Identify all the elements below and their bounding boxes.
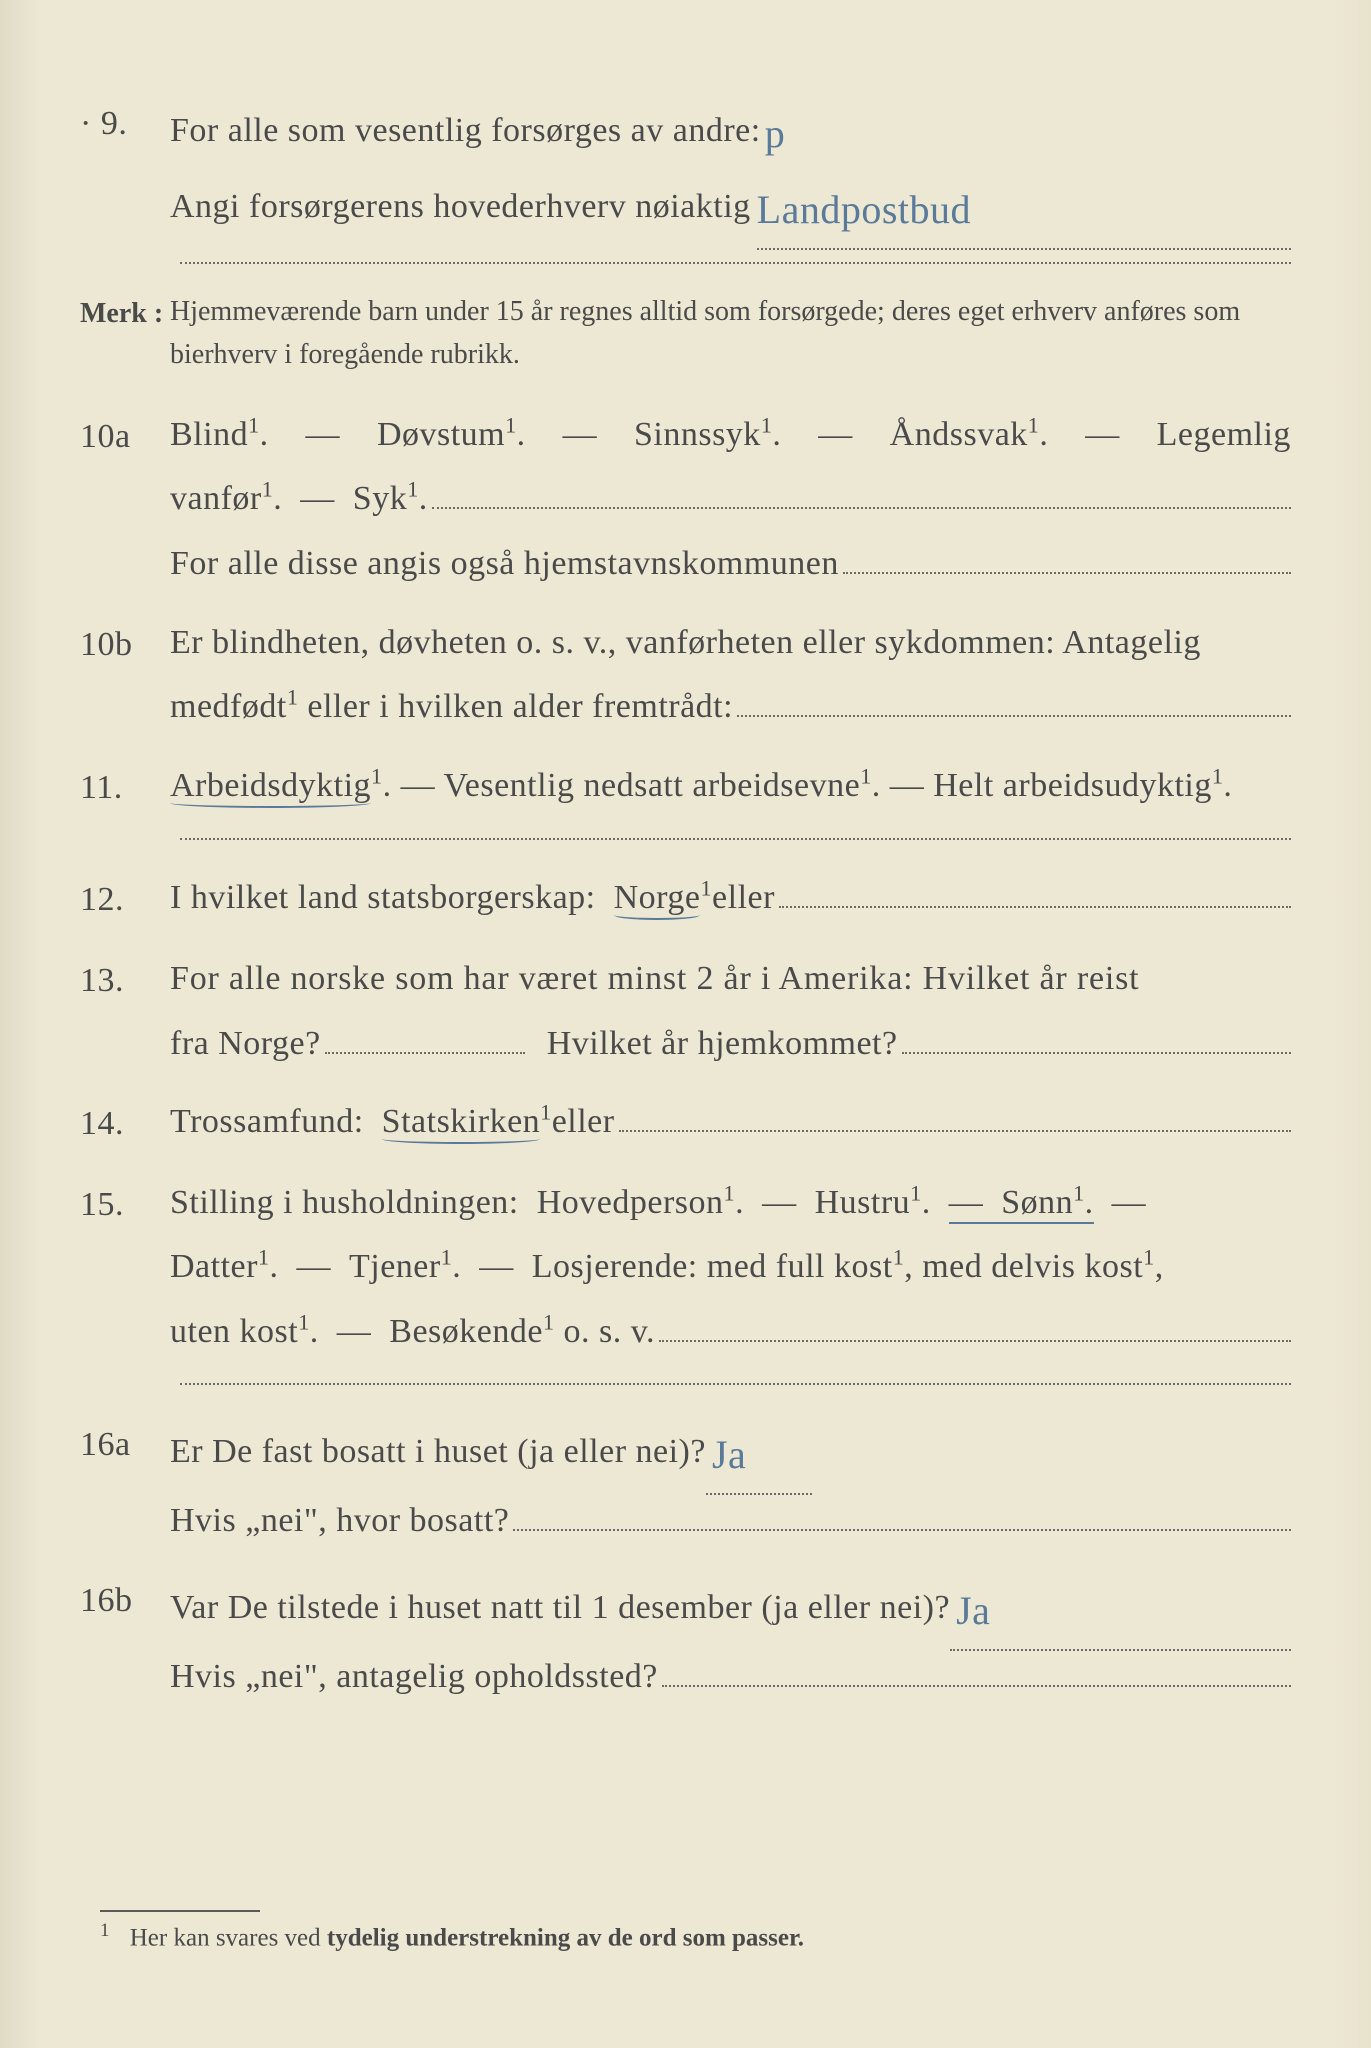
q10a-number: 10a (80, 403, 170, 470)
opt-andssvak: Åndssvak (890, 416, 1028, 453)
question-9: · 9. For alle som vesentlig forsørges av… (80, 90, 1291, 244)
q15-lead: Stilling i husholdningen: (170, 1184, 519, 1221)
q13-blank2[interactable] (902, 1052, 1291, 1054)
q15-line3: uten kost1. — Besøkende1 o. s. v. (170, 1300, 1291, 1365)
q13-hjemkommet: Hvilket år hjemkommet? (547, 1012, 898, 1077)
q15-number: 15. (80, 1171, 170, 1238)
q12-text: I hvilket land statsborgerskap: (170, 866, 596, 931)
q10b-line1: Er blindheten, døvheten o. s. v., vanfør… (170, 611, 1291, 676)
separator-1 (180, 262, 1291, 264)
merk-text: Hjemmeværende barn under 15 år regnes al… (170, 290, 1291, 377)
q13-line1: For alle norske som har været minst 2 år… (170, 947, 1291, 1012)
question-10b: 10b Er blindheten, døvheten o. s. v., va… (80, 611, 1291, 740)
opt-vanfor: vanfør (170, 480, 262, 517)
q10b-after: eller i hvilken alder fremtrådt: (298, 688, 733, 725)
footnote-num: 1 (100, 1920, 110, 1941)
opt-sonn: Sønn (1001, 1184, 1073, 1221)
q9-line1: For alle som vesentlig forsørges av andr… (170, 99, 761, 164)
opt-hovedperson: Hovedperson (537, 1184, 724, 1221)
q10b-number: 10b (80, 611, 170, 678)
q14-text: Trossamfund: (170, 1090, 364, 1155)
question-15: 15. Stilling i husholdningen: Hovedperso… (80, 1171, 1291, 1365)
q10a-syk-blank[interactable] (432, 507, 1291, 509)
q10a-line2: vanfør1. — Syk1. (170, 467, 1291, 532)
q13-blank1[interactable] (325, 1052, 525, 1054)
opt-uten-kost: uten kost (170, 1313, 298, 1350)
q12-blank[interactable] (779, 906, 1291, 908)
question-11: 11. Arbeidsdyktig1. — Vesentlig nedsatt … (80, 754, 1291, 821)
q9-line2: Angi forsørgerens hovederhverv nøiaktig (170, 175, 751, 240)
q9-number: · 9. (80, 90, 170, 157)
q16a-text: Er De fast bosatt i huset (ja eller nei)… (170, 1420, 706, 1485)
question-12: 12. I hvilket land statsborgerskap: Norg… (80, 866, 1291, 933)
question-13: 13. For alle norske som har været minst … (80, 947, 1291, 1076)
q14-blank[interactable] (619, 1130, 1291, 1132)
q12-number: 12. (80, 866, 170, 933)
opt-legemlig: Legemlig (1157, 403, 1291, 468)
q16a-number: 16a (80, 1411, 170, 1478)
q10a-line3: For alle disse angis også hjemstavnskomm… (170, 532, 1291, 597)
q13-fra-norge: fra Norge? (170, 1012, 321, 1077)
opt-statskirken: Statskirken (382, 1103, 540, 1140)
opt-tjener: Tjener (349, 1248, 441, 1285)
q11-number: 11. (80, 754, 170, 821)
footnote-bold: tydelig understrekning av de ord som pas… (327, 1924, 804, 1951)
q16a-answer[interactable]: Ja (706, 1417, 812, 1495)
question-16a: 16a Er De fast bosatt i huset (ja eller … (80, 1411, 1291, 1554)
q12-after: eller (712, 866, 775, 931)
q16b-number: 16b (80, 1567, 170, 1634)
question-14: 14. Trossamfund: Statskirken1 eller (80, 1090, 1291, 1157)
q9-answer-field[interactable]: Landpostbud (757, 172, 1291, 250)
merk-label: Merk : (80, 290, 170, 335)
q16a-line2: Hvis „nei", hvor bosatt? (170, 1489, 509, 1554)
merk-note: Merk : Hjemmeværende barn under 15 år re… (80, 290, 1291, 377)
footnote-rule (100, 1910, 260, 1912)
opt-syk: Syk (353, 480, 407, 517)
q14-after: eller (552, 1090, 615, 1155)
opt-sinnssyk: Sinnssyk (634, 416, 761, 453)
q10a-line1: Blind1. — Døvstum1. — Sinnssyk1. — Åndss… (170, 403, 1291, 468)
opt-losjerende-full: Losjerende: med full kost (532, 1248, 893, 1285)
opt-nedsatt: Vesentlig nedsatt arbeidsevne (443, 767, 860, 804)
q10b-blank[interactable] (737, 715, 1291, 717)
q15-osv: o. s. v. (555, 1313, 656, 1350)
q10b-line2: medfødt1 eller i hvilken alder fremtrådt… (170, 675, 1291, 740)
opt-blind: Blind (170, 416, 248, 453)
q10a-kommune-blank[interactable] (843, 572, 1291, 574)
q16b-line2: Hvis „nei", antagelig opholdssted? (170, 1645, 658, 1710)
q16b-text: Var De tilstede i huset natt til 1 desem… (170, 1576, 950, 1641)
opt-datter: Datter (170, 1248, 258, 1285)
q16b-blank[interactable] (662, 1685, 1291, 1687)
separator-2 (180, 838, 1291, 840)
opt-hustru: Hustru (815, 1184, 911, 1221)
opt-norge: Norge (614, 879, 701, 916)
q14-number: 14. (80, 1090, 170, 1157)
separator-3 (180, 1383, 1291, 1385)
q15-line2: Datter1. — Tjener1. — Losjerende: med fu… (170, 1235, 1291, 1300)
q16a-blank[interactable] (513, 1529, 1291, 1531)
opt-besokende: Besøkende (389, 1313, 543, 1350)
opt-arbeidsdyktig: Arbeidsdyktig (170, 767, 371, 804)
q13-number: 13. (80, 947, 170, 1014)
opt-dovstum: Døvstum (377, 416, 505, 453)
opt-medfodt: medfødt (170, 688, 287, 725)
q10a-line3-text: For alle disse angis også hjemstavnskomm… (170, 532, 839, 597)
q16b-answer[interactable]: Ja (950, 1573, 1291, 1651)
footnote-pre: Her kan svares ved (130, 1924, 327, 1951)
document-page: · 9. For alle som vesentlig forsørges av… (0, 0, 1371, 2048)
q15-blank[interactable] (659, 1340, 1291, 1342)
question-10a: 10a Blind1. — Døvstum1. — Sinnssyk1. — Å… (80, 403, 1291, 597)
handwritten-p-stroke: p (765, 96, 786, 172)
footnote: 1 Her kan svares ved tydelig understrekn… (100, 1910, 1291, 1952)
question-16b: 16b Var De tilstede i huset natt til 1 d… (80, 1567, 1291, 1710)
opt-delvis-kost: , med delvis kost (904, 1248, 1143, 1285)
opt-udyktig: Helt arbeidsudyktig (933, 767, 1212, 804)
